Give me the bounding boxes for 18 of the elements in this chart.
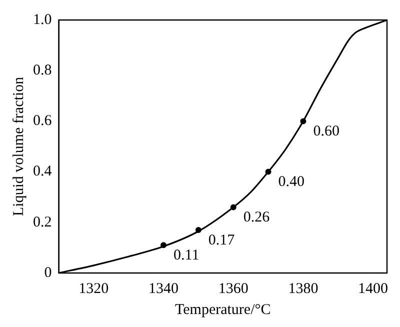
data-label: 0.11: [174, 248, 200, 264]
y-tick-label: 0.4: [33, 164, 52, 180]
y-tick-label: 0.2: [33, 214, 52, 230]
x-tick-label: 1360: [218, 280, 248, 297]
y-axis-title: Liquid volume fraction: [10, 76, 27, 216]
x-axis-title: Temperature/°C: [175, 302, 271, 318]
x-tick-label: 1380: [288, 280, 318, 297]
data-label: 0.17: [208, 232, 236, 248]
data-label: 0.60: [313, 124, 340, 140]
y-tick-label: 0: [44, 264, 52, 281]
y-tick-label: 1.0: [33, 12, 52, 28]
y-tick-label: 0.8: [33, 62, 52, 79]
data-label: 0.26: [243, 210, 270, 226]
x-tick-label: 1400: [358, 280, 388, 297]
x-tick-label: 1320: [78, 280, 109, 297]
x-tick-label: 1340: [148, 280, 179, 297]
data-label: 0.40: [278, 174, 305, 190]
y-tick-label: 0.6: [33, 113, 52, 130]
